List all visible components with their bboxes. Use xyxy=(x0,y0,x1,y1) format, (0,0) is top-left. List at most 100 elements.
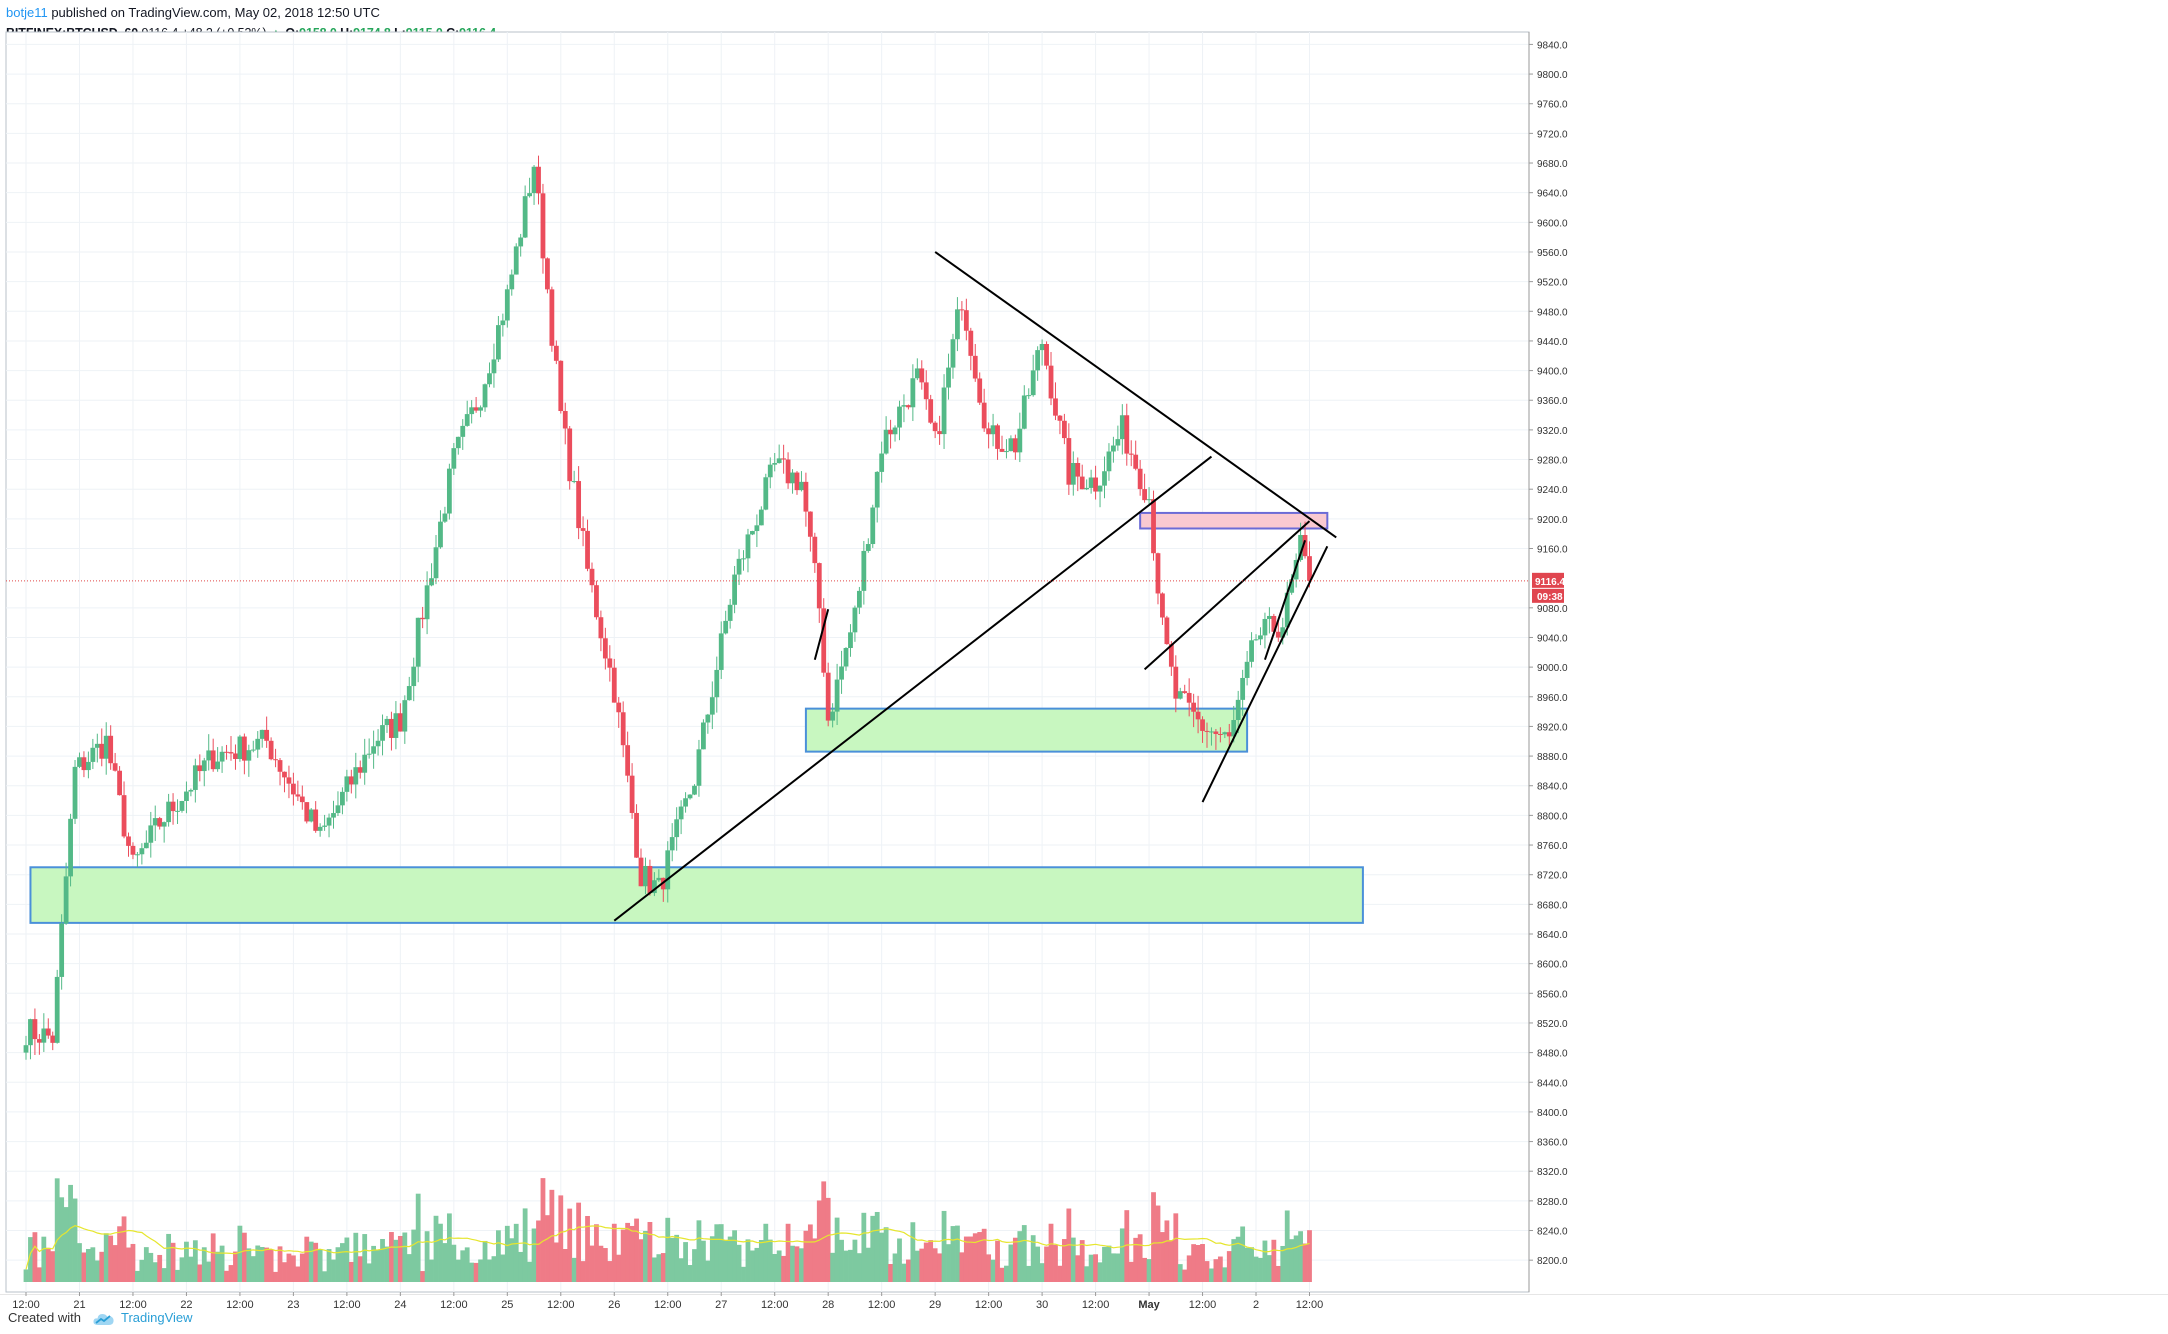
volume-bar xyxy=(763,1223,769,1282)
candle-body xyxy=(852,607,858,633)
candle-body xyxy=(371,746,377,754)
candle xyxy=(157,816,163,830)
candle-body xyxy=(237,736,243,760)
volume-bar xyxy=(63,1207,69,1282)
candle-body xyxy=(45,1028,51,1036)
candle-body xyxy=(883,429,889,454)
candle-body xyxy=(188,789,194,792)
candle xyxy=(892,425,898,442)
volume-bar xyxy=(692,1249,697,1282)
candle-body xyxy=(1124,415,1130,454)
candle-body xyxy=(308,809,314,822)
candle xyxy=(656,869,662,882)
candle-body xyxy=(117,770,122,796)
candle xyxy=(1102,456,1107,499)
volume-bar xyxy=(750,1250,755,1282)
volume-bar xyxy=(687,1265,693,1282)
volume-bar xyxy=(411,1229,417,1282)
volume-bar xyxy=(647,1221,653,1282)
candle xyxy=(77,752,82,769)
candle xyxy=(531,164,537,205)
volume-bar xyxy=(85,1248,91,1282)
candle xyxy=(348,769,354,794)
candle-body xyxy=(455,436,461,449)
candle-body xyxy=(839,666,844,680)
candle-body xyxy=(1044,343,1049,366)
candle xyxy=(821,598,827,677)
candle xyxy=(273,748,278,768)
candle-body xyxy=(264,729,270,741)
candle-body xyxy=(1164,617,1170,645)
candle-body xyxy=(972,355,978,379)
candle xyxy=(1137,460,1143,496)
volume-bar xyxy=(277,1246,283,1282)
x-tick-label: May xyxy=(1138,1299,1160,1311)
volume-bar xyxy=(259,1247,265,1282)
candle xyxy=(946,353,951,400)
candle xyxy=(1039,339,1045,366)
volume-bar xyxy=(393,1239,399,1282)
x-tick-label: 12:00 xyxy=(226,1299,254,1311)
volume-bar xyxy=(923,1242,929,1282)
candle-body xyxy=(870,507,876,545)
candle xyxy=(384,715,390,733)
author-link[interactable]: botje11 xyxy=(6,5,48,20)
candle xyxy=(941,374,947,449)
candle xyxy=(1302,521,1308,559)
volume-bar xyxy=(607,1261,613,1282)
candle-body xyxy=(629,775,635,813)
candle xyxy=(888,419,893,449)
candle xyxy=(1026,388,1032,399)
y-tick-label: 9600.0 xyxy=(1537,218,1568,229)
candle xyxy=(241,733,247,775)
candle xyxy=(567,425,573,490)
candle-body xyxy=(634,812,639,858)
volume-bar xyxy=(892,1253,898,1282)
candle-body xyxy=(906,405,911,408)
volume-bar xyxy=(429,1259,434,1282)
published-text: published on TradingView.com, May 02, 20… xyxy=(51,5,380,20)
volume-bar xyxy=(674,1234,680,1282)
candle xyxy=(41,1013,47,1052)
candle xyxy=(1182,684,1188,694)
candle-body xyxy=(397,713,403,732)
candle-body xyxy=(1021,395,1027,429)
candle xyxy=(59,914,65,990)
x-tick-label: 26 xyxy=(608,1299,620,1311)
x-tick-label: 12:00 xyxy=(440,1299,468,1311)
candle xyxy=(750,530,755,536)
candle xyxy=(852,605,858,642)
volume-bar xyxy=(1244,1247,1250,1282)
volume-bar xyxy=(1222,1267,1228,1282)
volume-bar xyxy=(678,1258,684,1282)
candle-body xyxy=(527,193,532,197)
candle-body xyxy=(1115,439,1121,446)
candle xyxy=(397,703,403,732)
volume-bar xyxy=(741,1266,746,1282)
candle-body xyxy=(259,729,265,739)
candle-body xyxy=(701,722,706,750)
candle-body xyxy=(179,800,185,811)
candle xyxy=(745,528,751,573)
candle-body xyxy=(901,405,907,407)
volume-bar xyxy=(344,1237,350,1282)
candle xyxy=(897,400,902,441)
candle xyxy=(375,729,381,756)
candle-body xyxy=(897,406,902,428)
volume-bar xyxy=(580,1261,586,1282)
volume-bar xyxy=(1039,1263,1045,1282)
candle xyxy=(1093,465,1098,500)
candle xyxy=(509,269,515,296)
candle xyxy=(1177,687,1183,700)
candle-body xyxy=(580,528,586,531)
y-tick-label: 9360.0 xyxy=(1537,396,1568,407)
candle xyxy=(326,813,332,838)
candle-body xyxy=(1271,615,1277,632)
candle-body xyxy=(754,525,760,532)
x-tick-label: 12:00 xyxy=(975,1299,1003,1311)
volume-bar xyxy=(295,1266,301,1282)
candle xyxy=(594,580,599,620)
volume-bar xyxy=(469,1262,475,1282)
tradingview-brand-link[interactable]: TradingView xyxy=(121,1310,193,1325)
